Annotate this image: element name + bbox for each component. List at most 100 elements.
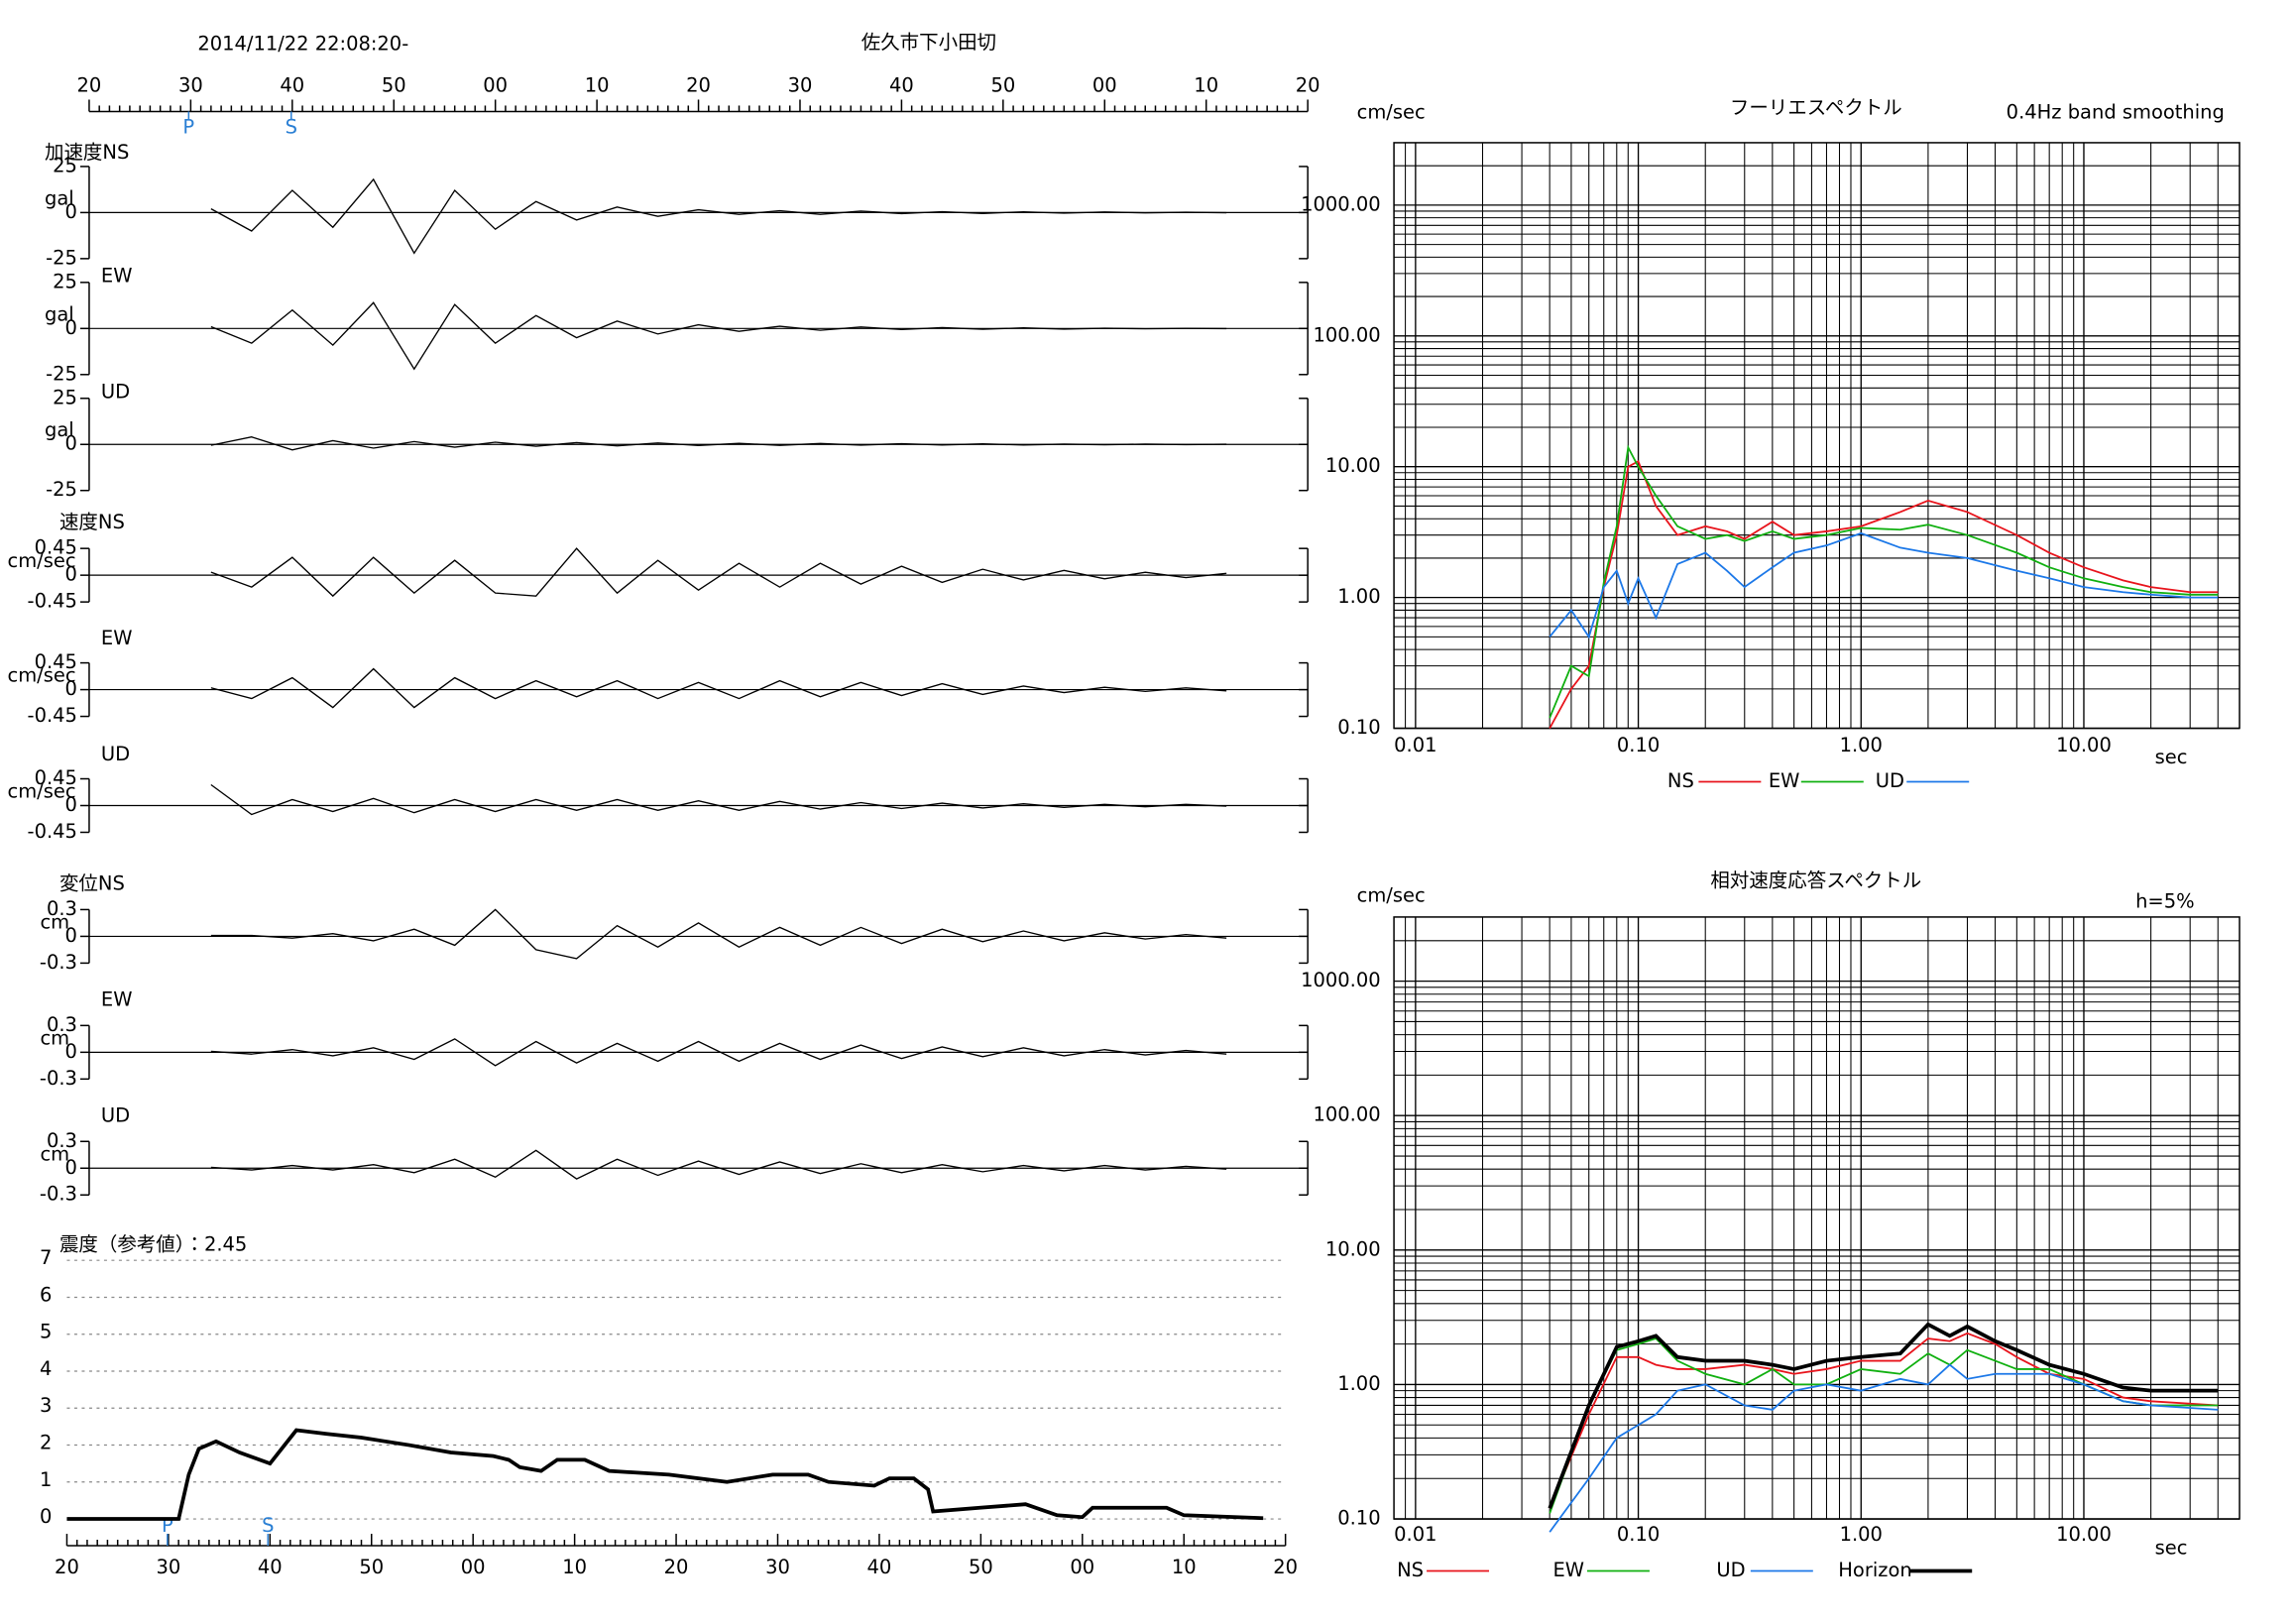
y-tick-label: 1 [40,1468,52,1491]
x-tick-label: 1.00 [1840,1523,1883,1546]
phase-label: S [262,1514,274,1537]
annotation: 0.4Hz band smoothing [2007,100,2225,123]
x-tick-label: 0.10 [1617,1523,1660,1546]
y-tick-label: 4 [40,1357,52,1380]
x-tick-label: 10 [1194,73,1218,96]
x-tick-label: 0.01 [1394,734,1436,756]
x-tick-label: 50 [969,1556,993,1578]
y-tick-label: 0.3 [47,1013,77,1036]
spectrum-line [1549,460,2219,729]
y-tick-label: -0.45 [28,820,77,843]
chart-title: 相対速度応答スペクトル [1710,869,1921,891]
y-tick-label: 0.45 [35,766,77,789]
y-tick-label: 5 [40,1321,52,1343]
x-tick-label: 30 [156,1556,180,1578]
y-tick-label: -25 [46,478,77,501]
x-tick-label: 20 [55,1556,79,1578]
legend-label: EW [1552,1559,1584,1581]
y-tick-label: -0.3 [40,1183,77,1206]
x-unit: sec [2155,746,2188,768]
y-tick-label: 0 [65,793,77,816]
spectrum-line [1548,1322,2219,1509]
x-tick-label: 30 [788,73,813,96]
y-tick-label: 1.00 [1337,1372,1380,1395]
x-tick-label: 40 [889,73,914,96]
waveform [210,547,1227,598]
x-tick-label: 30 [765,1556,790,1578]
x-tick-label: 0.01 [1394,1523,1436,1546]
y-tick-label: 2 [40,1432,52,1454]
x-tick-label: 00 [1070,1556,1094,1578]
x-tick-label: 10 [585,73,610,96]
x-tick-label: 00 [1092,73,1117,96]
y-tick-label: -0.45 [28,590,77,613]
panel-name: UD [101,743,130,765]
y-tick-label: 0 [65,677,77,700]
chart-title: 震度（参考値）：2.45 [59,1233,247,1256]
y-tick-label: 3 [40,1394,52,1417]
panel-name: 加速度NS [45,141,129,164]
waveform [210,783,1227,816]
x-tick-label: 20 [686,73,711,96]
spectrum-line [1549,531,2219,639]
y-tick-label: 7 [40,1246,52,1269]
y-tick-label: 0 [65,563,77,586]
x-tick-label: 40 [258,1556,283,1578]
legend-label: EW [1769,769,1800,792]
unit-label: gal [45,302,74,325]
unit-label: cm [40,1142,69,1165]
phase-label: P [182,115,194,138]
unit-label: cm/sec [7,664,75,687]
y-tick-label: -0.3 [40,951,77,974]
spectrum-line [1549,1363,2219,1533]
y-tick-label: 0.45 [35,536,77,559]
unit-label: gal [45,186,74,209]
spectrum-line [1549,1337,2219,1514]
x-tick-label: 40 [867,1556,892,1578]
chart-title: フーリエスペクトル [1730,96,1902,119]
waveform [210,1149,1227,1180]
legend-label: NS [1397,1559,1424,1581]
phase-label: S [286,115,297,138]
y-tick-label: 0 [65,1156,77,1179]
x-tick-label: 00 [461,1556,486,1578]
x-tick-label: 10 [1172,1556,1197,1578]
y-tick-label: 0.10 [1337,716,1380,739]
x-tick-label: 50 [382,73,406,96]
annotation: h=5% [2135,889,2195,912]
x-tick-label: 00 [483,73,508,96]
unit-label: cm/sec [7,549,75,572]
y-tick-label: 10.00 [1325,1237,1381,1260]
y-tick-label: 25 [53,154,77,176]
legend-label: UD [1716,1559,1745,1581]
unit-label: gal [45,418,74,441]
y-tick-label: 0 [65,200,77,223]
y-tick-label: 25 [53,270,77,292]
y-tick-label: 0.3 [47,897,77,920]
y-tick-label: 6 [40,1283,52,1306]
y-unit: cm/sec [1357,883,1426,906]
waveform [210,1038,1227,1067]
unit-label: cm/sec [7,780,75,803]
y-tick-label: 0 [40,1505,52,1528]
y-tick-label: -25 [46,246,77,269]
panel-name: EW [101,987,133,1010]
legend-label: NS [1667,769,1694,792]
y-tick-label: 1000.00 [1301,969,1381,991]
x-tick-label: 1.00 [1840,734,1883,756]
x-tick-label: 50 [359,1556,384,1578]
waveform [210,177,1227,255]
x-tick-label: 50 [990,73,1015,96]
y-tick-label: 0 [65,316,77,339]
waveform [210,908,1227,960]
unit-label: cm [40,1026,69,1049]
panel-name: UD [101,1103,130,1126]
x-tick-label: 10 [562,1556,587,1578]
x-tick-label: 40 [280,73,304,96]
intensity-line [66,1428,1264,1521]
y-tick-label: 10.00 [1325,454,1381,477]
panel-name: 速度NS [59,511,125,533]
x-tick-label: 0.10 [1617,734,1660,756]
